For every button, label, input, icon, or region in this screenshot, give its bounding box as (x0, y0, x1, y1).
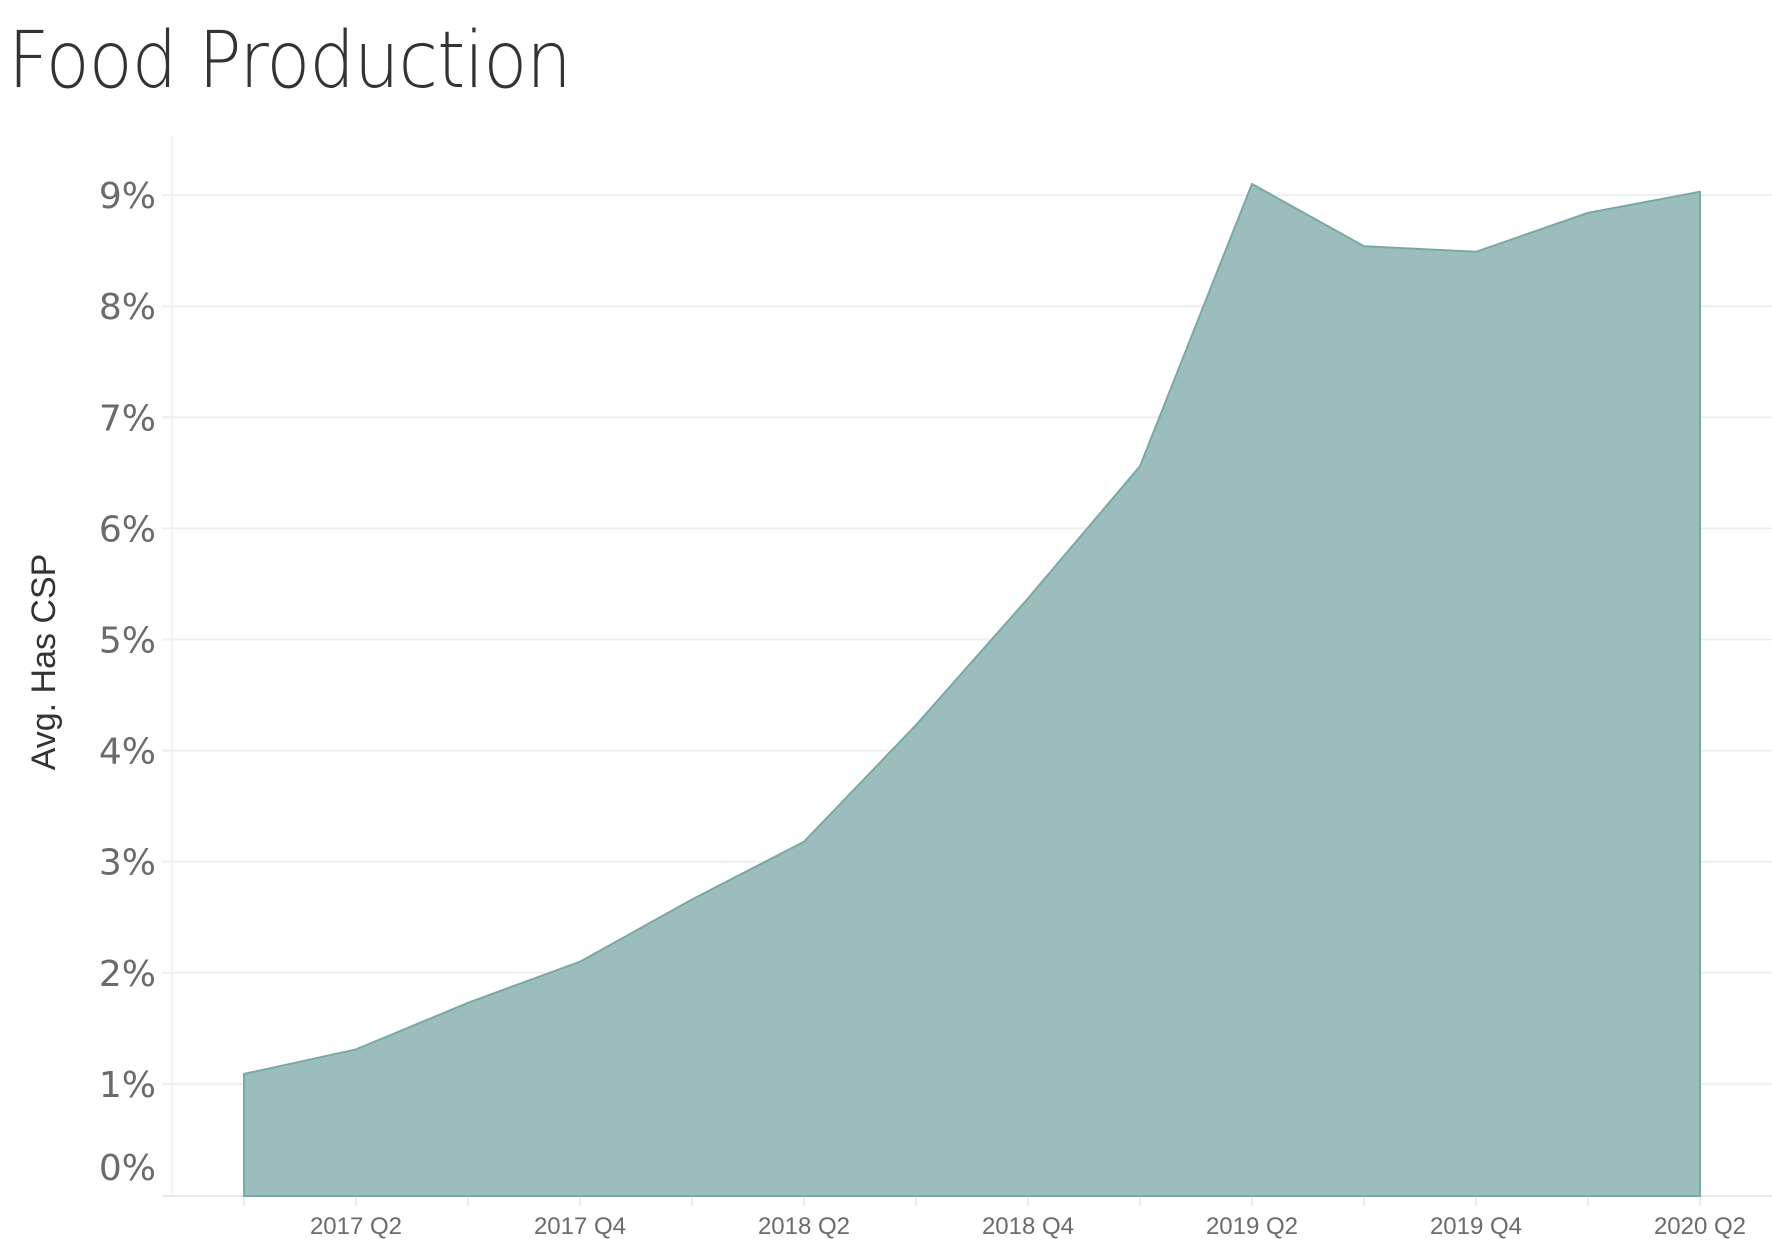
y-tick-label: 9% (99, 176, 156, 217)
x-tick-label: 2019 Q2 (1206, 1213, 1298, 1240)
y-axis-title: Avg. Has CSP (25, 554, 63, 771)
x-tick-label: 2018 Q4 (982, 1213, 1074, 1240)
x-tick-label: 2018 Q2 (758, 1213, 850, 1240)
y-tick-label: 4% (99, 732, 156, 773)
x-tick-label: 2020 Q2 (1654, 1213, 1746, 1240)
y-tick-label: 5% (99, 621, 156, 662)
x-tick-label: 2019 Q4 (1430, 1213, 1522, 1240)
x-axis-ticks: 2017 Q2 2017 Q4 2018 Q2 2018 Q4 2019 Q2 2019 … (243, 1197, 1746, 1240)
y-tick-label: 7% (99, 398, 156, 439)
y-tick-label: 3% (99, 843, 156, 884)
y-tick-label: 6% (99, 509, 156, 550)
x-tick-label: 2017 Q4 (534, 1213, 626, 1240)
area-series[interactable] (243, 182, 1701, 1197)
y-tick-label: 8% (99, 287, 156, 328)
y-tick-label: 0% (99, 1148, 156, 1189)
y-axis-ticks: 0% 1% 2% 3% 4% 5% 6% 7% 8% 9% (99, 176, 156, 1189)
y-tick-label: 2% (99, 954, 156, 995)
x-tick-label: 2017 Q2 (310, 1213, 402, 1240)
y-tick-label: 1% (99, 1065, 156, 1106)
chart-title: Food Production (8, 16, 572, 106)
